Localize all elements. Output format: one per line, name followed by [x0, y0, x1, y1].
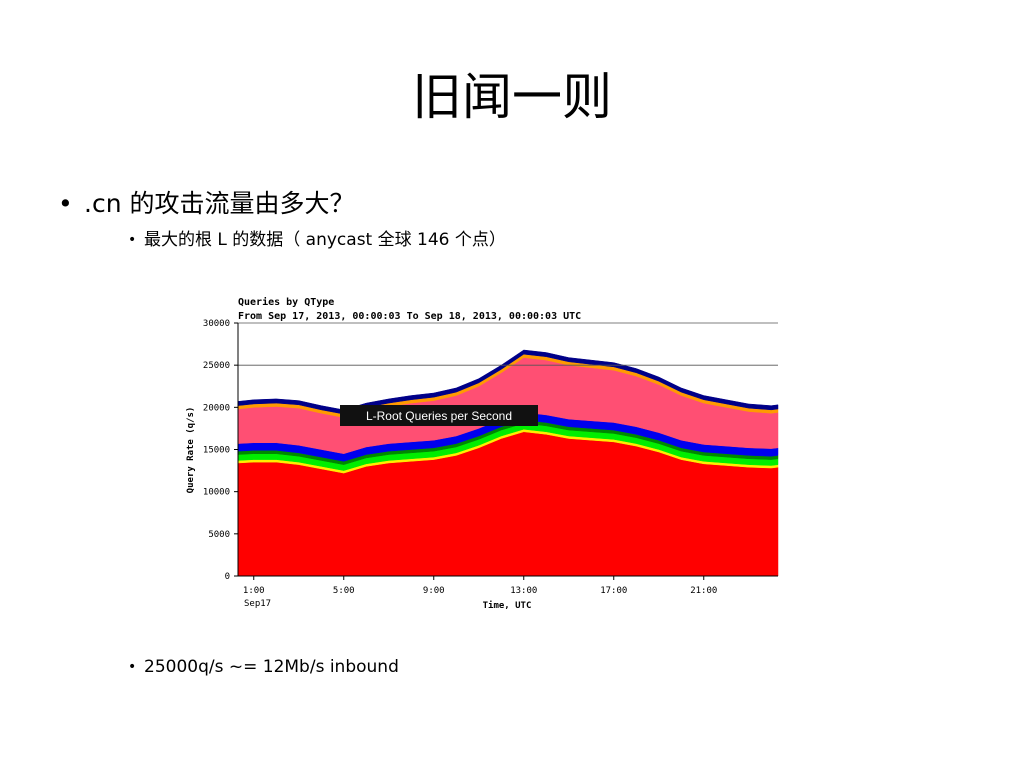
bullet-text-attack-traffic: .cn 的攻击流量由多大？ — [84, 189, 355, 218]
y-tick-layer: 0 5000 10000 15000 20000 25000 30000 — [203, 319, 238, 582]
query-rate-chart: 0 5000 10000 15000 20000 25000 30000 1:00 5:00 9… — [186, 296, 779, 611]
x-tick-label: 17:00 — [600, 586, 627, 596]
x-sublabel-date: Sep17 — [244, 599, 271, 609]
bullet-text-bandwidth: 25000q/s ~= 12Mb/s inbound — [144, 657, 399, 677]
y-tick-label: 0 — [225, 572, 230, 582]
y-axis-label: Query Rate (q/s) — [186, 407, 196, 494]
bullet-dot: • — [58, 189, 73, 218]
overlay-tooltip-text: L-Root Queries per Second — [366, 409, 512, 423]
x-tick-layer: 1:00 5:00 9:00 13:00 17:00 21:00 — [243, 576, 717, 596]
series-area-navy — [237, 349, 779, 415]
slide-title: 旧闻一则 — [412, 68, 612, 126]
chart-subtitle: From Sep 17, 2013, 00:00:03 To Sep 18, 2… — [238, 311, 581, 322]
x-tick-label: 5:00 — [333, 586, 355, 596]
y-tick-label: 25000 — [203, 361, 230, 371]
chart-title: Queries by QType — [238, 296, 334, 308]
x-tick-label: 1:00 — [243, 586, 265, 596]
y-tick-label: 15000 — [203, 446, 230, 456]
y-tick-label: 5000 — [208, 530, 230, 540]
x-tick-label: 21:00 — [690, 586, 717, 596]
y-tick-label: 30000 — [203, 319, 230, 329]
bullet-dot: • — [128, 232, 137, 248]
series-layer — [237, 349, 779, 577]
y-tick-label: 20000 — [203, 403, 230, 413]
x-tick-label: 13:00 — [510, 586, 537, 596]
x-tick-label: 9:00 — [423, 586, 445, 596]
grid-layer — [238, 322, 778, 366]
x-axis-label: Time, UTC — [483, 600, 532, 611]
bullet-text-l-root-data: 最大的根 L 的数据（ anycast 全球 146 个点） — [144, 230, 506, 250]
overlay-tooltip-bg — [340, 405, 538, 426]
y-tick-label: 10000 — [203, 488, 230, 498]
overlay-tooltip: L-Root Queries per Second — [340, 405, 538, 426]
bullet-dot: • — [128, 659, 137, 675]
